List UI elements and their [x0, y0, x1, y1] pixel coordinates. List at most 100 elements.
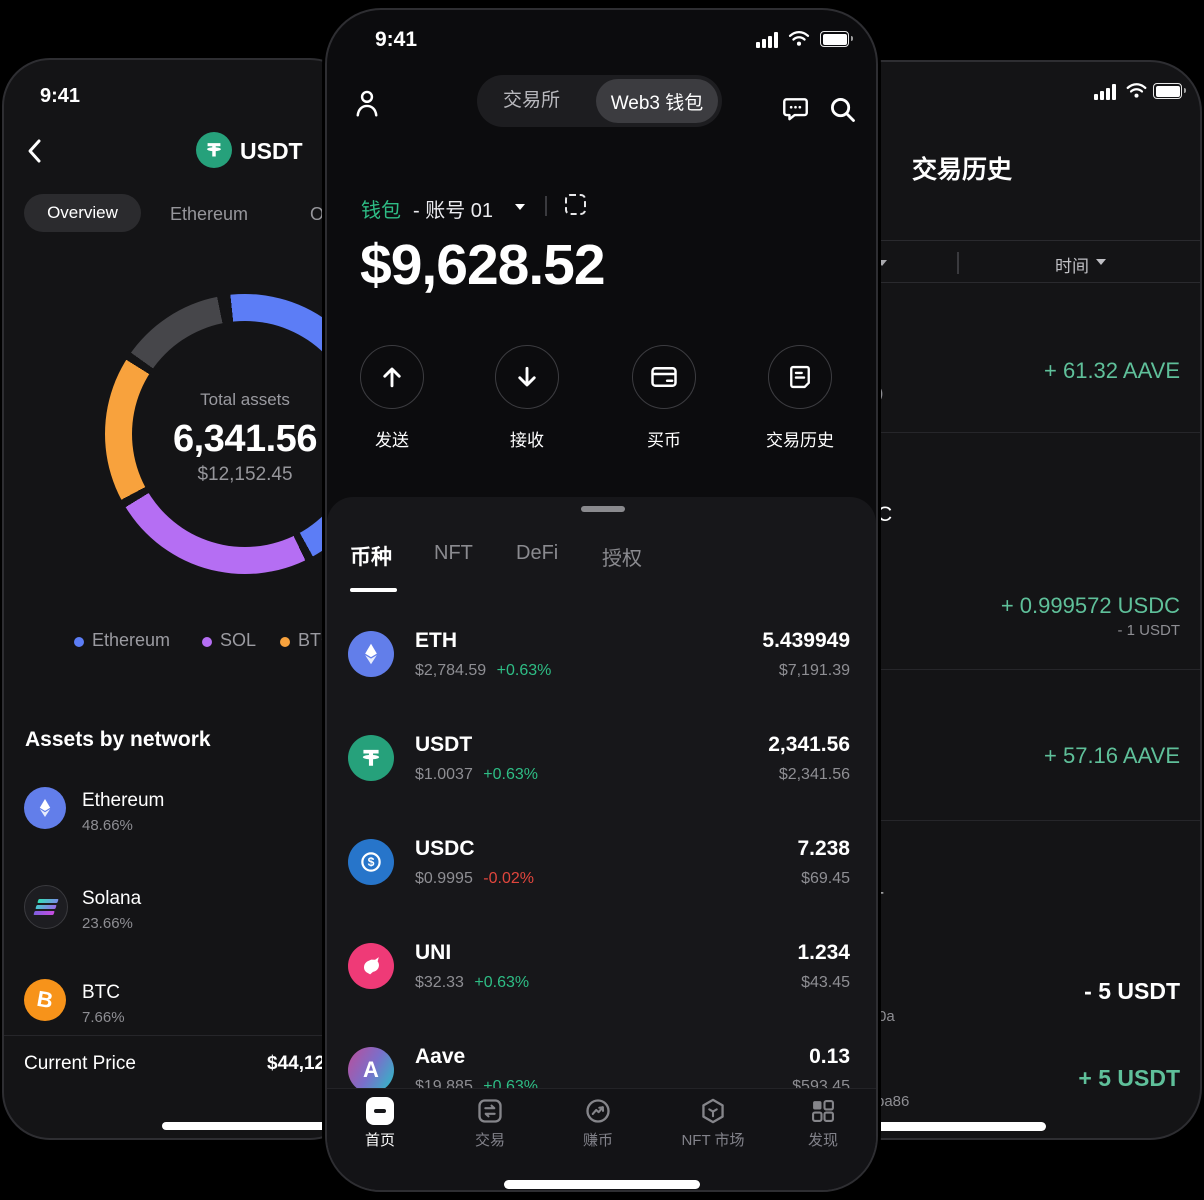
coin-row-usdc[interactable]: $ USDC $0.9995 -0.02% 7.238 $69.45 — [348, 835, 850, 931]
coin-price: $0.9995 — [415, 870, 473, 887]
segment-web3-wallet[interactable]: Web3 钱包 — [596, 79, 718, 123]
coin-fiat: $7,191.39 — [778, 662, 850, 679]
sheet-drag-handle[interactable] — [581, 506, 625, 512]
tab-underline — [350, 588, 397, 592]
nav-label: NFT 市场 — [681, 1132, 745, 1149]
coin-row-eth[interactable]: ETH $2,784.59 +0.63% 5.439949 $7,191.39 — [348, 627, 850, 723]
earn-icon — [586, 1099, 610, 1123]
nav-nft-market[interactable]: NFT 市场 — [668, 1097, 758, 1150]
signal-icon — [1094, 84, 1116, 100]
wallet-balance: $9,628.52 — [360, 233, 606, 297]
coin-price: $2,784.59 — [415, 662, 487, 679]
nav-earn[interactable]: 赚币 — [553, 1097, 643, 1150]
coin-price: $1.0037 — [415, 766, 473, 783]
nav-trade[interactable]: 交易 — [445, 1097, 535, 1150]
section-title: Assets by network — [25, 728, 211, 751]
coin-change: +0.63% — [483, 766, 539, 783]
send-button[interactable]: 发送 — [360, 345, 424, 451]
assets-sheet — [327, 497, 876, 1190]
network-percent: 48.66% — [82, 817, 133, 834]
tx-amount[interactable]: + 0.999572 USDC — [1000, 593, 1180, 618]
donut-hole — [132, 321, 356, 547]
tab-partial[interactable]: O — [310, 204, 325, 224]
scan-icon[interactable] — [565, 194, 586, 215]
profile-icon[interactable] — [352, 87, 382, 119]
chat-icon[interactable] — [781, 94, 810, 124]
tx-amount[interactable]: + 5 USDT — [1078, 1065, 1180, 1091]
filter-divider — [957, 252, 959, 274]
network-percent: 23.66% — [82, 915, 133, 932]
send-arrow-up-icon — [360, 345, 424, 409]
network-name[interactable]: BTC — [82, 982, 120, 1003]
tab-ethereum[interactable]: Ethereum — [170, 204, 249, 224]
legend-dot-sol — [202, 637, 212, 647]
wifi-icon — [788, 30, 810, 47]
coin-change: +0.63% — [496, 662, 552, 679]
tx-sub: ba86 — [876, 1093, 910, 1110]
back-icon[interactable] — [25, 137, 43, 165]
legend-dot-ethereum — [74, 637, 84, 647]
tab-nft[interactable]: NFT — [434, 542, 473, 564]
tab-coins[interactable]: 币种 — [350, 546, 392, 569]
coin-row-usdt[interactable]: USDT $1.0037 +0.63% 2,341.56 $2,341.56 — [348, 731, 850, 827]
action-label: 买币 — [647, 431, 681, 450]
network-name[interactable]: Ethereum — [82, 790, 165, 811]
battery-icon — [1153, 83, 1186, 99]
coin-fiat: $43.45 — [801, 974, 850, 991]
segmented-control: 交易所 Web3 钱包 — [477, 75, 722, 127]
tx-partial-text: ) — [878, 385, 884, 402]
current-price-value: $44,12 — [267, 1053, 326, 1074]
tx-amount[interactable]: + 57.16 AAVE — [1044, 743, 1180, 768]
nav-label: 发现 — [807, 1132, 838, 1149]
coin-amount: 7.238 — [797, 837, 850, 860]
tx-amount[interactable]: + 61.32 AAVE — [1044, 358, 1180, 383]
home-indicator[interactable] — [504, 1180, 700, 1189]
buy-button[interactable]: 买币 — [632, 345, 696, 451]
tab-defi[interactable]: DeFi — [516, 542, 559, 564]
filter-time[interactable]: 时间 — [1055, 257, 1089, 276]
receive-button[interactable]: 接收 — [495, 345, 559, 451]
wallet-account[interactable]: - 账号 01 — [413, 200, 494, 222]
usdc-icon: $ — [348, 839, 394, 885]
coin-symbol: Aave — [415, 1045, 466, 1068]
wallet-label: 钱包 — [361, 200, 401, 222]
nav-label: 首页 — [364, 1132, 395, 1149]
history-button[interactable]: 交易历史 — [735, 345, 865, 451]
home-indicator[interactable] — [162, 1122, 356, 1130]
action-label: 接收 — [510, 431, 544, 450]
usdt-icon — [196, 132, 232, 168]
coin-change: +0.63% — [474, 974, 530, 991]
nav-home[interactable]: 首页 — [335, 1097, 425, 1150]
search-icon[interactable] — [827, 94, 858, 125]
tab-approvals[interactable]: 授权 — [602, 548, 642, 570]
document-icon — [768, 345, 832, 409]
network-name[interactable]: Solana — [82, 888, 142, 909]
divider — [702, 669, 1200, 670]
coin-row-uni[interactable]: UNI $32.33 +0.63% 1.234 $43.45 — [348, 939, 850, 1035]
bottom-nav: 首页 交易 赚币 NFT 市场 发现 — [327, 1088, 876, 1190]
btc-network-icon: B — [24, 979, 66, 1021]
network-percent: 7.66% — [82, 1009, 125, 1026]
coin-amount: 2,341.56 — [768, 733, 850, 756]
nav-discover[interactable]: 发现 — [778, 1097, 868, 1150]
tx-amount[interactable]: - 5 USDT — [1084, 978, 1180, 1004]
coin-amount: 5.439949 — [762, 629, 850, 652]
filter-caret-partial[interactable] — [877, 260, 887, 266]
tab-overview[interactable]: Overview — [24, 194, 141, 232]
chevron-down-icon[interactable] — [1096, 259, 1106, 265]
token-title: USDT — [240, 138, 303, 164]
signal-icon — [756, 32, 778, 48]
left-phone: 9:41 USDT Overview Ethereum O Total asse… — [2, 58, 358, 1140]
segment-exchange[interactable]: 交易所 — [503, 90, 561, 111]
coin-symbol: UNI — [415, 941, 452, 964]
wifi-icon — [1126, 82, 1147, 99]
nft-icon — [702, 1098, 724, 1124]
tx-partial-text: C — [877, 503, 893, 526]
action-label: 发送 — [375, 431, 409, 450]
chevron-down-icon[interactable] — [515, 204, 525, 210]
uni-unicorn-icon — [348, 943, 394, 989]
discover-grid-icon — [812, 1100, 834, 1122]
svg-text:$: $ — [368, 855, 375, 869]
home-indicator[interactable] — [874, 1122, 1046, 1131]
battery-icon — [820, 31, 853, 47]
